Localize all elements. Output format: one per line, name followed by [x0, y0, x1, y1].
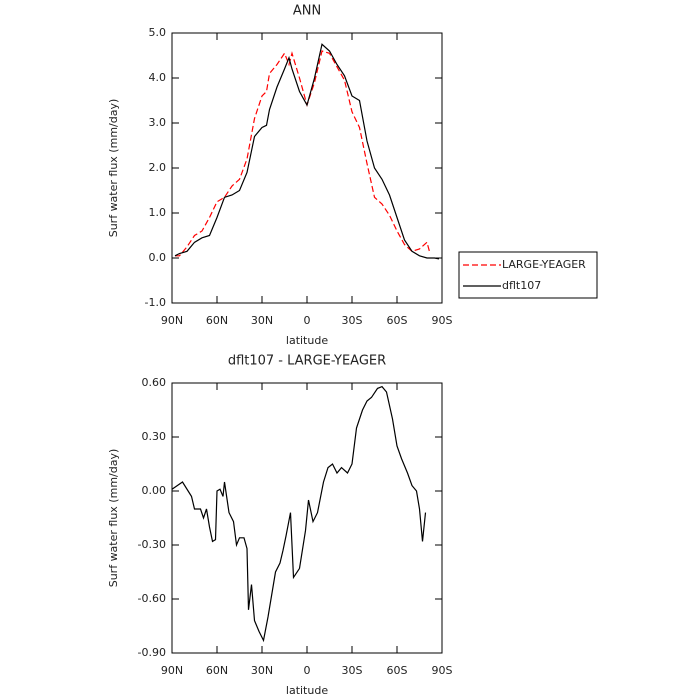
x-tick-label: 60N: [206, 664, 228, 677]
x-tick-label: 90S: [432, 314, 453, 327]
x-tick-label: 90N: [161, 314, 183, 327]
y-tick-label: 0.00: [142, 484, 167, 497]
chart-title: dflt107 - LARGE-YEAGER: [228, 354, 386, 369]
plot-frame: [171, 382, 443, 654]
data-line: [175, 50, 431, 257]
panel: ANN latitude Surf water flux (mm/day) -1.0 0…: [107, 4, 598, 347]
x-tick-label: 30S: [342, 314, 363, 327]
x-tick-label: 30S: [342, 664, 363, 677]
x-tick-label: 30N: [251, 664, 273, 677]
y-axis-label: Surf water flux (mm/day): [107, 99, 120, 238]
legend-label: dflt107: [502, 279, 541, 292]
y-tick-label: -0.90: [138, 646, 166, 659]
y-tick-label: 3.0: [149, 116, 167, 129]
x-tick-label: 60S: [387, 664, 408, 677]
x-tick-label: 30N: [251, 314, 273, 327]
panel: dflt107 - LARGE-YEAGER latitude Surf water…: [107, 354, 453, 698]
x-tick-label: 60S: [387, 314, 408, 327]
chart-title: ANN: [293, 4, 321, 19]
x-axis-label: latitude: [286, 684, 328, 697]
x-tick-label: 60N: [206, 314, 228, 327]
y-tick-label: 0.0: [149, 251, 167, 264]
y-tick-label: -1.0: [145, 296, 166, 309]
y-tick-label: 1.0: [149, 206, 167, 219]
y-tick-label: 2.0: [149, 161, 167, 174]
y-tick-label: -0.60: [138, 592, 166, 605]
y-axis-label: Surf water flux (mm/day): [107, 449, 120, 588]
x-tick-label: 0: [304, 664, 311, 677]
y-tick-label: -0.30: [138, 538, 166, 551]
y-tick-label: 4.0: [149, 71, 167, 84]
x-tick-label: 90N: [161, 664, 183, 677]
data-line: [171, 385, 427, 643]
legend-box: [458, 251, 598, 299]
x-tick-label: 0: [304, 314, 311, 327]
y-tick-label: 0.60: [142, 376, 167, 389]
x-tick-label: 90S: [432, 664, 453, 677]
x-axis-label: latitude: [286, 334, 328, 347]
data-line: [174, 43, 440, 260]
y-tick-label: 0.30: [142, 430, 167, 443]
y-tick-label: 5.0: [149, 26, 167, 39]
plot-frame: [171, 32, 443, 304]
legend-label: LARGE-YEAGER: [502, 258, 586, 271]
